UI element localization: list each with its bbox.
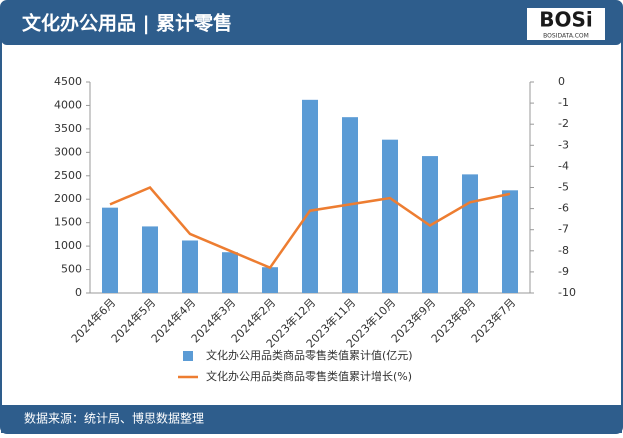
y-tick-label: 1000 <box>54 239 82 252</box>
y-tick-label: 3500 <box>54 122 82 135</box>
y2-tick-label: -2 <box>558 117 569 130</box>
y-tick-label: 0 <box>75 286 82 299</box>
y2-tick-label: -5 <box>558 181 569 194</box>
chart-title: 文化办公用品 | 累计零售 <box>22 12 232 35</box>
y2-tick-label: -4 <box>558 159 569 172</box>
y2-tick-label: -8 <box>558 244 569 257</box>
bar <box>102 207 118 293</box>
y2-tick-label: -1 <box>558 96 569 109</box>
y-tick-label: 2000 <box>54 192 82 205</box>
y-tick-label: 3000 <box>54 145 82 158</box>
line <box>109 185 511 270</box>
legend-label: 文化办公用品类商品零售类值累计值(亿元) <box>206 348 413 362</box>
logo-box <box>527 8 605 40</box>
y2-tick-label: -3 <box>558 138 569 151</box>
bar <box>382 139 398 293</box>
y-tick-label: 4500 <box>54 75 82 88</box>
bar <box>462 174 478 293</box>
y2-tick-label: -7 <box>558 223 569 236</box>
y-tick-label: 1500 <box>54 216 82 229</box>
header-bar <box>1 1 622 45</box>
y-tick-label: 4000 <box>54 98 82 111</box>
y-tick-label: 2500 <box>54 169 82 182</box>
bar <box>502 190 518 293</box>
y2-tick-label: 0 <box>558 75 565 88</box>
y-tick-label: 500 <box>61 263 82 276</box>
bar <box>302 99 318 293</box>
legend-label: 文化办公用品类商品零售类值累计增长(%) <box>206 369 412 383</box>
footer-bar <box>1 405 622 433</box>
bar <box>142 226 158 293</box>
bar <box>222 252 238 293</box>
bar <box>262 267 278 293</box>
source: 数据来源：统计局、博思数据整理 <box>24 411 204 426</box>
legend-swatch <box>183 351 193 361</box>
bar <box>182 240 198 293</box>
logo-site: BOSIDATA.COM <box>543 33 589 40</box>
y2-tick-label: -9 <box>558 265 569 278</box>
y2-tick-label: -10 <box>558 286 576 299</box>
y2-tick-label: -6 <box>558 202 569 215</box>
logo: BOSi <box>539 8 593 32</box>
